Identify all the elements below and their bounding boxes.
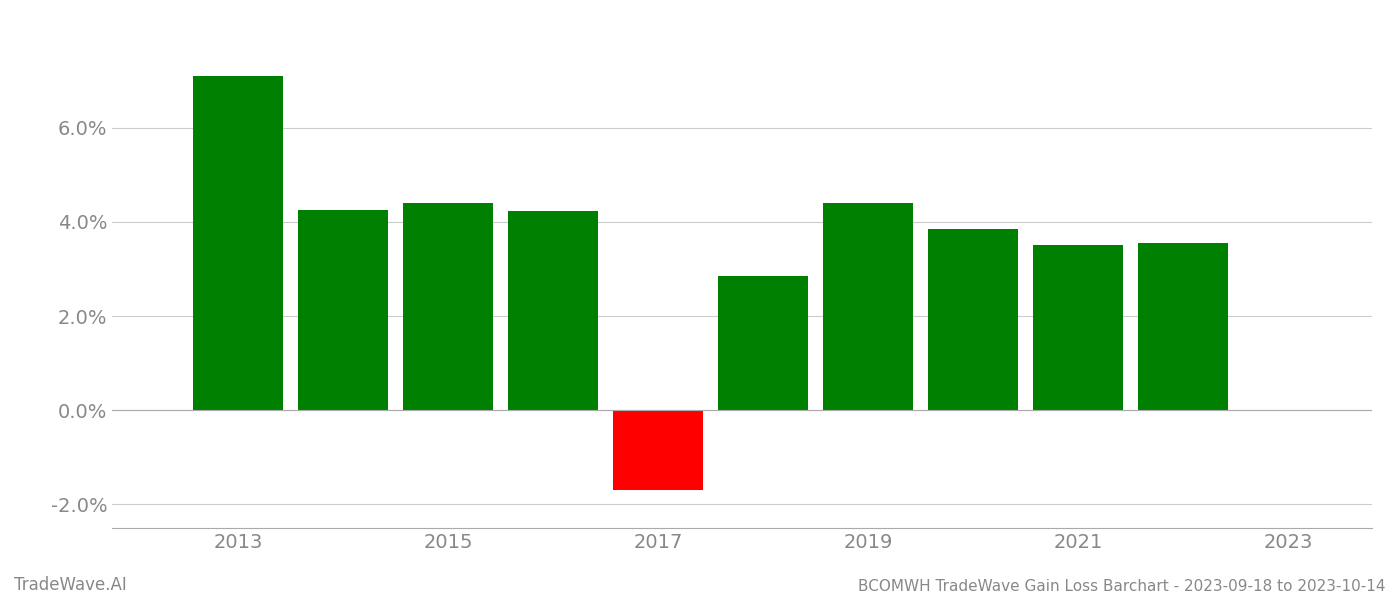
Bar	[823, 203, 913, 410]
Bar	[1033, 245, 1123, 410]
Text: TradeWave.AI: TradeWave.AI	[14, 576, 127, 594]
Bar	[1138, 243, 1228, 410]
Bar	[718, 276, 808, 410]
Bar	[613, 410, 703, 490]
Text: BCOMWH TradeWave Gain Loss Barchart - 2023-09-18 to 2023-10-14: BCOMWH TradeWave Gain Loss Barchart - 20…	[858, 579, 1386, 594]
Bar	[928, 229, 1018, 410]
Bar	[193, 76, 283, 410]
Bar	[298, 210, 388, 410]
Bar	[508, 211, 598, 410]
Bar	[403, 203, 493, 410]
